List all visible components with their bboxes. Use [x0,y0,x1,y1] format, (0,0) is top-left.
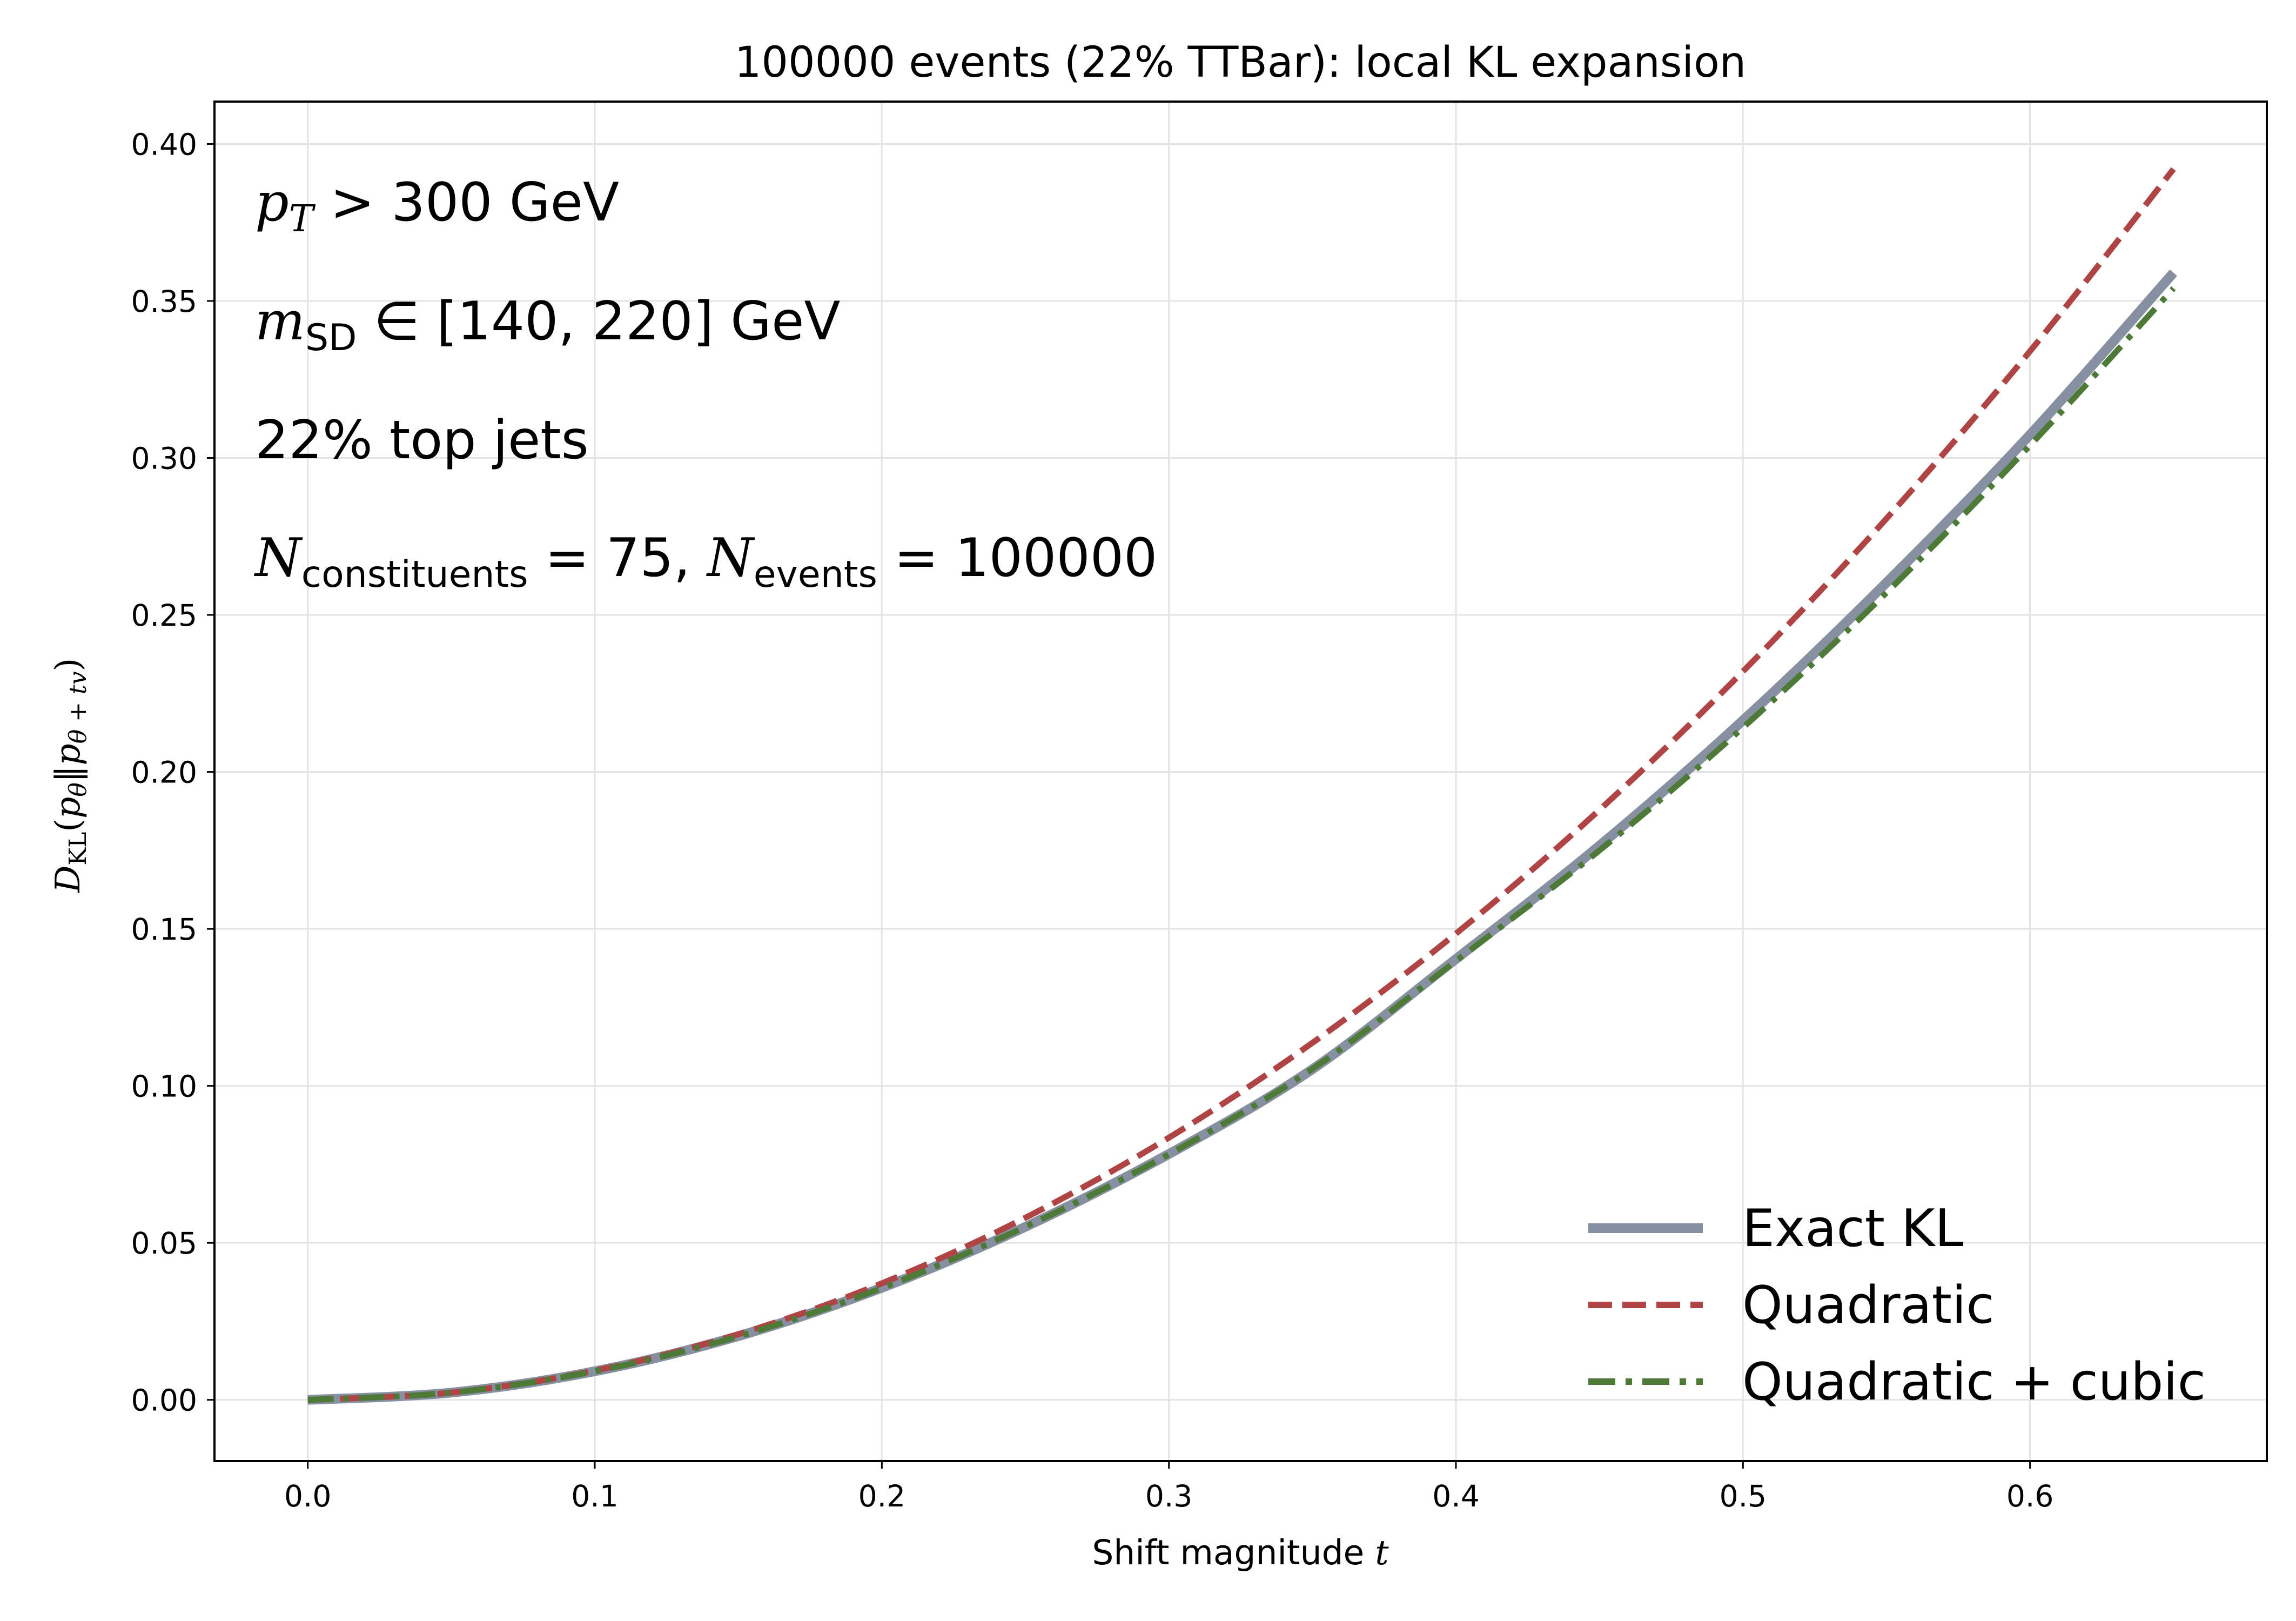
x-axis-label: Shift magnitude t [1092,1533,1389,1572]
annotation-pt-var: p [255,172,289,233]
y-label-p1: p [48,797,88,819]
x-tick-label: 0.5 [1720,1479,1767,1513]
annotation-n-sub2: events [754,553,877,596]
legend: Exact KL Quadratic Quadratic + cubic [1588,1199,2206,1412]
y-tick-label: 0.35 [131,284,197,319]
annotation-n-var1: N [254,527,303,589]
plot-lines [307,167,2178,1405]
annotation-n-var2: N [706,527,755,589]
chart-title: 100000 events (22% TTBar): local KL expa… [735,38,1746,87]
y-tick-label: 0.40 [131,127,197,162]
annotation-msd-sub: SD [305,317,357,359]
y-tick-label: 0.20 [131,755,197,790]
annotation-msd-var: m [255,291,305,352]
y-label-sep: ‖ [48,766,88,783]
y-axis-ticks: 0.00 0.05 0.10 0.15 0.20 0.25 0.30 0.35 0.40 [131,127,214,1418]
y-axis-label: DKL(pθ‖pθ + tv) [48,658,92,893]
x-tick-label: 0.4 [1432,1479,1479,1513]
annotation-n-sub1: constituents [301,553,528,596]
annotation-pt: pT > 300 GeV [255,172,619,240]
y-tick-label: 0.25 [131,598,197,633]
quadratic-cubic-line [307,286,2176,1403]
annotation-n: Nconstituents = 75, Nevents = 100000 [254,527,1157,596]
y-label-open: ( [48,819,88,832]
y-tick-label: 0.10 [131,1069,197,1104]
annotation-msd-rest: ∈ [140, 220] GeV [357,291,840,352]
plot-frame [213,101,2268,1462]
x-tick-label: 0.6 [2006,1479,2053,1513]
x-axis-label-var: t [1375,1533,1389,1572]
legend-label-exact-kl: Exact KL [1742,1199,1963,1258]
y-tick-label: 0.15 [131,912,197,947]
y-label-close: ) [48,658,88,672]
x-axis-label-text: Shift magnitude [1092,1533,1375,1572]
y-tick-label: 0.30 [131,441,197,476]
y-tick-label: 0.00 [131,1383,197,1418]
annotation-n-mid: = 75, [528,527,707,589]
x-tick-label: 0.3 [1145,1479,1192,1513]
legend-label-quadratic: Quadratic [1742,1276,1995,1335]
annotation-pt-rest: > 300 GeV [313,172,619,233]
y-label-d-sub: KL [64,832,92,866]
x-tick-label: 0.1 [571,1479,618,1513]
x-axis-ticks: 0.0 0.1 0.2 0.3 0.4 0.5 0.6 [284,1461,2053,1513]
y-label-p1-sub: θ [64,782,92,797]
y-label-p2: p [48,743,88,765]
annotation-pt-sub: T [289,198,316,240]
annotation-msd: mSD ∈ [140, 220] GeV [255,291,840,359]
grid [214,102,2267,1461]
annotation-top-jets: 22% top jets [255,410,589,471]
x-tick-label: 0.0 [284,1479,331,1513]
x-tick-label: 0.2 [858,1479,905,1513]
y-tick-label: 0.05 [131,1226,197,1261]
y-label-d: D [48,866,88,894]
quadratic-line [307,167,2176,1403]
annotation-n-rest: = 100000 [877,527,1158,589]
y-label-p2-sub: θ + tv [64,671,92,743]
legend-label-quadratic-cubic: Quadratic + cubic [1742,1352,2206,1412]
